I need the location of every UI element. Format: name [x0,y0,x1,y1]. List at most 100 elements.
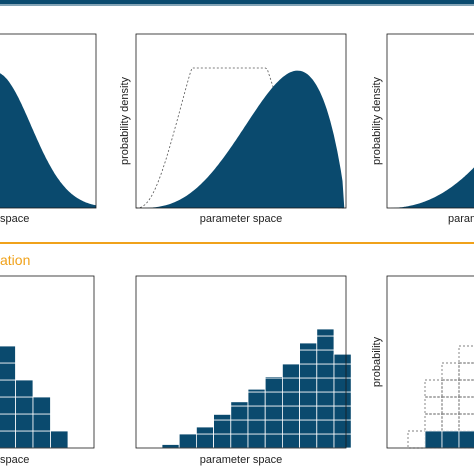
density-panel-right: probability density param [371,33,474,225]
hist-frame-right [386,275,474,449]
histogram-cell [230,433,249,449]
histogram-cell [230,419,249,435]
histogram-cell [264,405,283,421]
histogram-cell [299,349,318,365]
histogram-reference-cell [407,430,426,449]
histogram-cell [230,405,249,421]
density-curve-middle [136,70,346,208]
histogram-cell [0,379,16,398]
histogram-cell [316,377,335,393]
histogram-cell [281,433,300,449]
histogram-bars-middle [161,328,352,449]
histogram-cell [333,419,352,435]
histogram-cell [15,396,34,415]
histogram-cell [299,363,318,379]
histogram-cell [247,419,266,435]
histogram-cell [0,396,16,415]
histogram-reference-cell [424,413,443,432]
histogram-cell [15,379,34,398]
histogram-cell [15,413,34,432]
histogram-reference-cell [458,413,474,432]
histogram-cell [333,353,352,365]
xlabel-bottom-middle: parameter space [200,454,283,466]
panel-frame-middle [135,33,347,209]
histogram-panel-left: space [0,275,95,466]
histogram-reference-cell [441,379,460,398]
histogram-cell [316,433,335,449]
histogram-cell [316,349,335,365]
histogram-cell [247,405,266,421]
top-band [0,0,474,4]
histogram-cell [0,362,16,381]
density-curve-right [387,167,474,208]
histogram-cell [15,430,34,449]
histogram-panel-right: probability [371,275,474,449]
histogram-cell [230,401,249,407]
panel-frame-left [0,33,97,209]
histogram-cell [316,405,335,421]
histogram-cell [281,391,300,407]
histogram-cell [281,405,300,421]
histogram-cell [281,363,300,379]
histogram-cell [264,433,283,449]
histogram-cell [247,391,266,407]
histogram-cell [264,391,283,407]
hist-frame-middle [135,275,347,449]
histogram-cell [195,426,214,435]
histogram-cell [316,328,335,337]
density-curve-left [0,73,96,208]
ylabel-bottom-right: probability [371,336,383,387]
histogram-cell [299,342,318,351]
histogram-cell [213,433,232,449]
histogram-reference-cell [458,362,474,381]
hist-frame-left [0,275,95,449]
histogram-cell [299,377,318,393]
histogram-cell [299,419,318,435]
histogram-reference-cell [424,379,443,398]
histogram-cell [161,444,180,449]
histogram-reference-cell [458,345,474,364]
histogram-reference-cell [441,362,460,381]
density-panel-middle: probability density parameter space [119,33,347,225]
histogram-cell [281,419,300,435]
ylabel-top-middle: probability density [119,76,131,165]
histogram-bars-right [407,345,474,449]
histogram-cell [264,419,283,435]
histogram-cell [264,376,283,379]
xlabel-top-left: space [0,213,29,225]
section-label: ation [0,252,30,268]
histogram-cell [264,377,283,393]
histogram-cell [333,433,352,449]
xlabel-top-middle: parameter space [200,213,283,225]
histogram-cell [299,391,318,407]
histogram-reference-cell [458,379,474,398]
histogram-cell [333,391,352,407]
histogram-cell [316,419,335,435]
histogram-cell [333,405,352,421]
histogram-reference-cell [441,396,460,415]
histogram-cell [281,377,300,393]
histogram-cell [32,413,51,432]
histogram-cell [424,430,443,449]
histogram-cell [316,363,335,379]
histogram-cell [316,335,335,351]
xlabel-top-right: param [448,213,474,225]
density-panel-left: space [0,33,97,225]
histogram-panel-middle: parameter space [135,275,352,466]
histogram-cell [0,430,16,449]
histogram-cell [213,413,232,421]
histogram-reference-cell [441,413,460,432]
ylabel-top-right: probability density [371,76,383,165]
histogram-cell [458,430,474,449]
histogram-cell [0,413,16,432]
histogram-cell [441,430,460,449]
histogram-cell [213,419,232,435]
panel-frame-right [386,33,474,209]
histogram-cell [178,433,197,449]
xlabel-bottom-left: space [0,454,29,466]
histogram-cell [32,396,51,415]
histogram-cell [247,433,266,449]
histogram-cell [299,405,318,421]
histogram-reference-cell [424,396,443,415]
histogram-reference-cell [458,396,474,415]
